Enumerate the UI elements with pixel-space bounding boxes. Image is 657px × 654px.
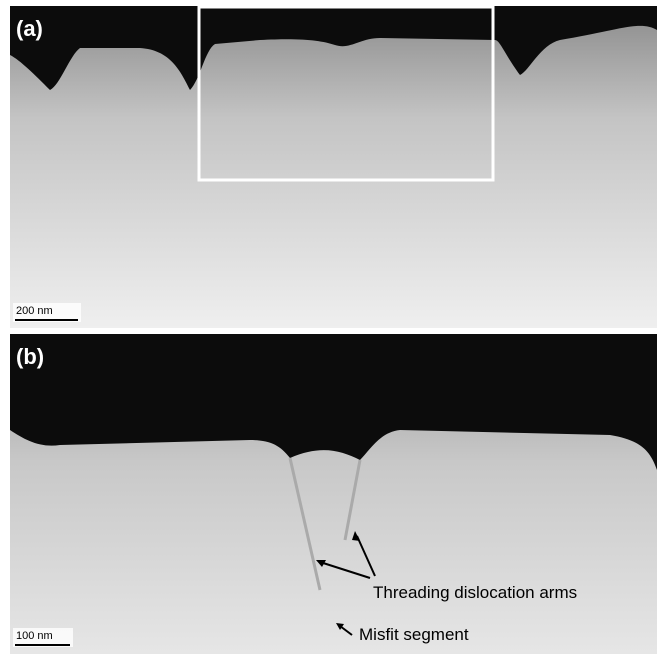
page: (a) 200 nm (b) Threading dislocation arm… (0, 0, 657, 654)
figure: (a) 200 nm (b) Threading dislocation arm… (0, 0, 657, 654)
panel-a: (a) 200 nm (10, 6, 657, 328)
panel-label: (b) (16, 344, 44, 369)
micrograph (10, 6, 657, 328)
scale-bar-label: 100 nm (16, 630, 53, 642)
panel-label: (a) (16, 16, 43, 41)
scale-bar-label: 200 nm (16, 305, 53, 317)
annotation: Threading dislocation arms (373, 583, 577, 602)
panel-b: (b) Threading dislocation arms Misfit se… (10, 334, 657, 654)
annotation: Misfit segment (359, 625, 469, 644)
